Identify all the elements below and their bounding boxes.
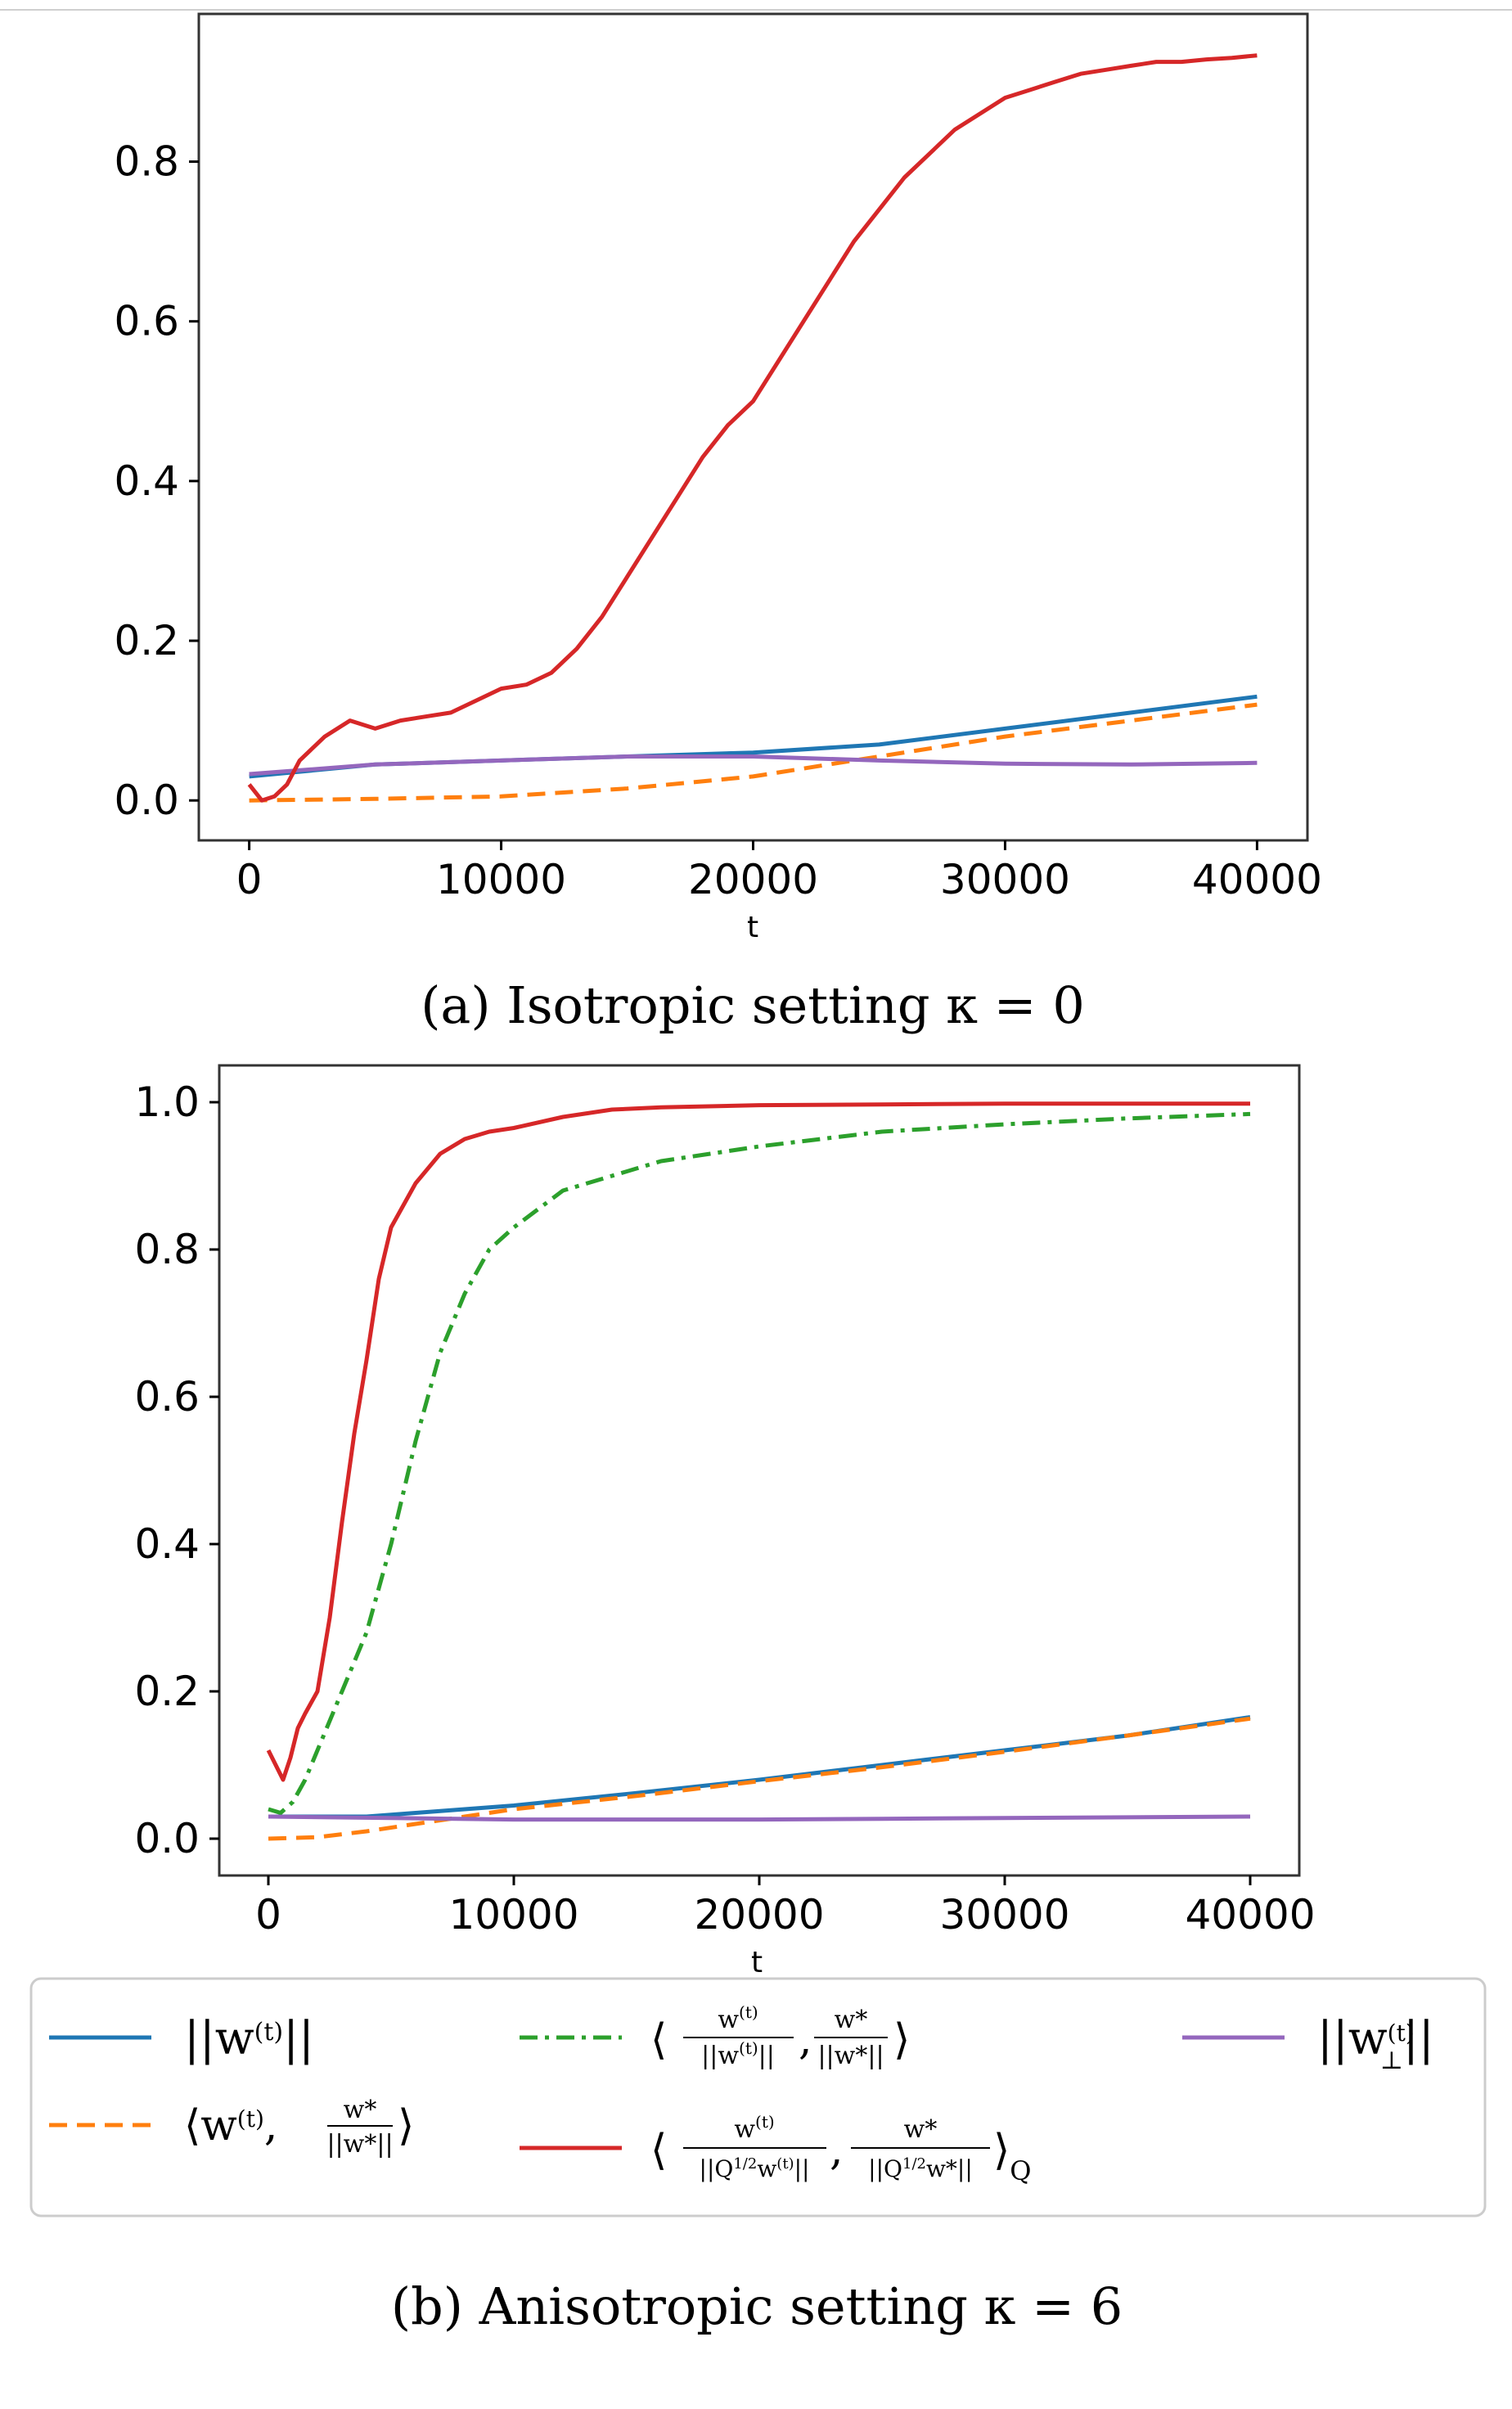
legend-entry-norm: ||w(t)||: [49, 2012, 314, 2065]
panel-b-y-tick-label: 0.2: [134, 1668, 200, 1715]
legend-frac1-den-cos: ||w(t)||: [701, 2038, 775, 2070]
legend-close-cos: ⟩: [893, 2015, 910, 2065]
panel-a-x-tick-label: 20000: [688, 856, 818, 903]
legend: ||w(t)|| ⟨w(t), w* ||w*|| ⟩ ⟨ w(t) ||w(t…: [29, 1977, 1487, 2336]
legend-frac2-num-cos: w*: [835, 2006, 868, 2034]
panel-a-y-tick-label: 0.8: [114, 138, 179, 186]
panel-b-series-proj: [268, 1716, 1251, 1841]
panel-a-series-cosQ: [247, 53, 1258, 803]
legend-label-norm: ||w(t)||: [184, 2012, 314, 2065]
legend-frac2-den-cos: ||w*||: [817, 2042, 884, 2070]
panel-a-plot-frame: [197, 12, 1309, 842]
panel-b: 0 10000 20000 30000 40000 0.0 0.2 0.4 0.6 0.8 1.0…: [134, 1064, 1316, 1979]
legend-frac2-num-cosQ: w*: [904, 2115, 938, 2144]
panel-b-y-tick-label: 0.0: [134, 1815, 200, 1862]
panel-a-series: [247, 53, 1258, 803]
panel-a-x-tick-label: 40000: [1192, 856, 1322, 903]
panel-a-x-tick-label: 30000: [940, 856, 1070, 903]
panel-a-caption: (a) Isotropic setting κ = 0: [421, 975, 1085, 1035]
legend-comma-cos: ,: [799, 2015, 812, 2065]
panel-b-series-norm: [268, 1715, 1251, 1819]
panel-a: 0 10000 20000 30000 40000 0.00.20.40.60.8 t …: [114, 12, 1322, 1035]
panel-b-y-ticks: 0.0 0.2 0.4 0.6 0.8 1.0: [134, 1078, 219, 1862]
panel-b-plot-frame: [218, 1064, 1301, 1877]
panel-b-x-tick-label: 20000: [694, 1891, 824, 1938]
panel-a-y-tick-label: 0.4: [114, 457, 179, 505]
panel-a-series-proj: [249, 702, 1258, 803]
legend-frame: [29, 1977, 1487, 2218]
panel-b-caption: (b) Anisotropic setting κ = 6: [391, 2276, 1123, 2336]
panel-b-x-tick-label: 10000: [448, 1891, 578, 1938]
legend-frac-num-proj: w*: [344, 2096, 377, 2124]
panel-a-y-tick-label: 0.6: [114, 298, 179, 345]
legend-open-cosQ: ⟨: [650, 2126, 667, 2175]
panel-a-x-tick-label: 10000: [436, 856, 566, 903]
legend-close-proj: ⟩: [398, 2101, 414, 2150]
panel-b-x-axis-label: t: [751, 1946, 763, 1979]
legend-label-proj: ⟨w(t),: [184, 2101, 277, 2150]
panel-b-series-perp: [268, 1814, 1251, 1822]
panel-b-x-tick-label: 0: [255, 1891, 281, 1938]
panel-b-series: [266, 1101, 1251, 1841]
panel-a-x-tick-label: 0: [236, 856, 263, 903]
panel-a-x-ticks: 0 10000 20000 30000 40000: [236, 840, 1322, 903]
panel-a-x-axis-label: t: [747, 911, 758, 944]
panel-b-y-tick-label: 0.4: [134, 1520, 200, 1568]
panel-b-y-tick-label: 1.0: [134, 1078, 200, 1126]
legend-entry-cos: ⟨ w(t) ||w(t)|| , w* ||w*|| ⟩: [520, 2002, 910, 2070]
legend-entry-perp: ||w(t) ⊥||: [1182, 2012, 1434, 2075]
panel-b-y-tick-label: 0.6: [134, 1373, 200, 1421]
panel-b-x-ticks: 0 10000 20000 30000 40000: [255, 1875, 1316, 1938]
legend-frac1-num-cosQ: w(t): [734, 2112, 774, 2144]
panel-a-series-perp: [249, 754, 1258, 777]
legend-comma-cosQ: ,: [830, 2126, 844, 2175]
legend-label-perp: ||w(t) ⊥||: [1317, 2012, 1434, 2075]
panel-a-y-tick-label: 0.2: [114, 617, 179, 664]
panel-b-series-cosQ: [266, 1101, 1250, 1782]
panel-b-x-tick-label: 30000: [939, 1891, 1069, 1938]
legend-open-cos: ⟨: [650, 2015, 667, 2065]
panel-b-series-cos: [268, 1111, 1251, 1815]
panel-a-y-ticks: 0.0 0.2 0.4 0.6 0.8: [114, 138, 199, 824]
panel-a-y-tick-label: 0.0: [114, 777, 179, 824]
panel-b-y-tick-label: 0.8: [134, 1226, 200, 1273]
legend-frac-den-proj: ||w*||: [326, 2130, 393, 2159]
panel-b-x-tick-label: 40000: [1185, 1891, 1315, 1938]
